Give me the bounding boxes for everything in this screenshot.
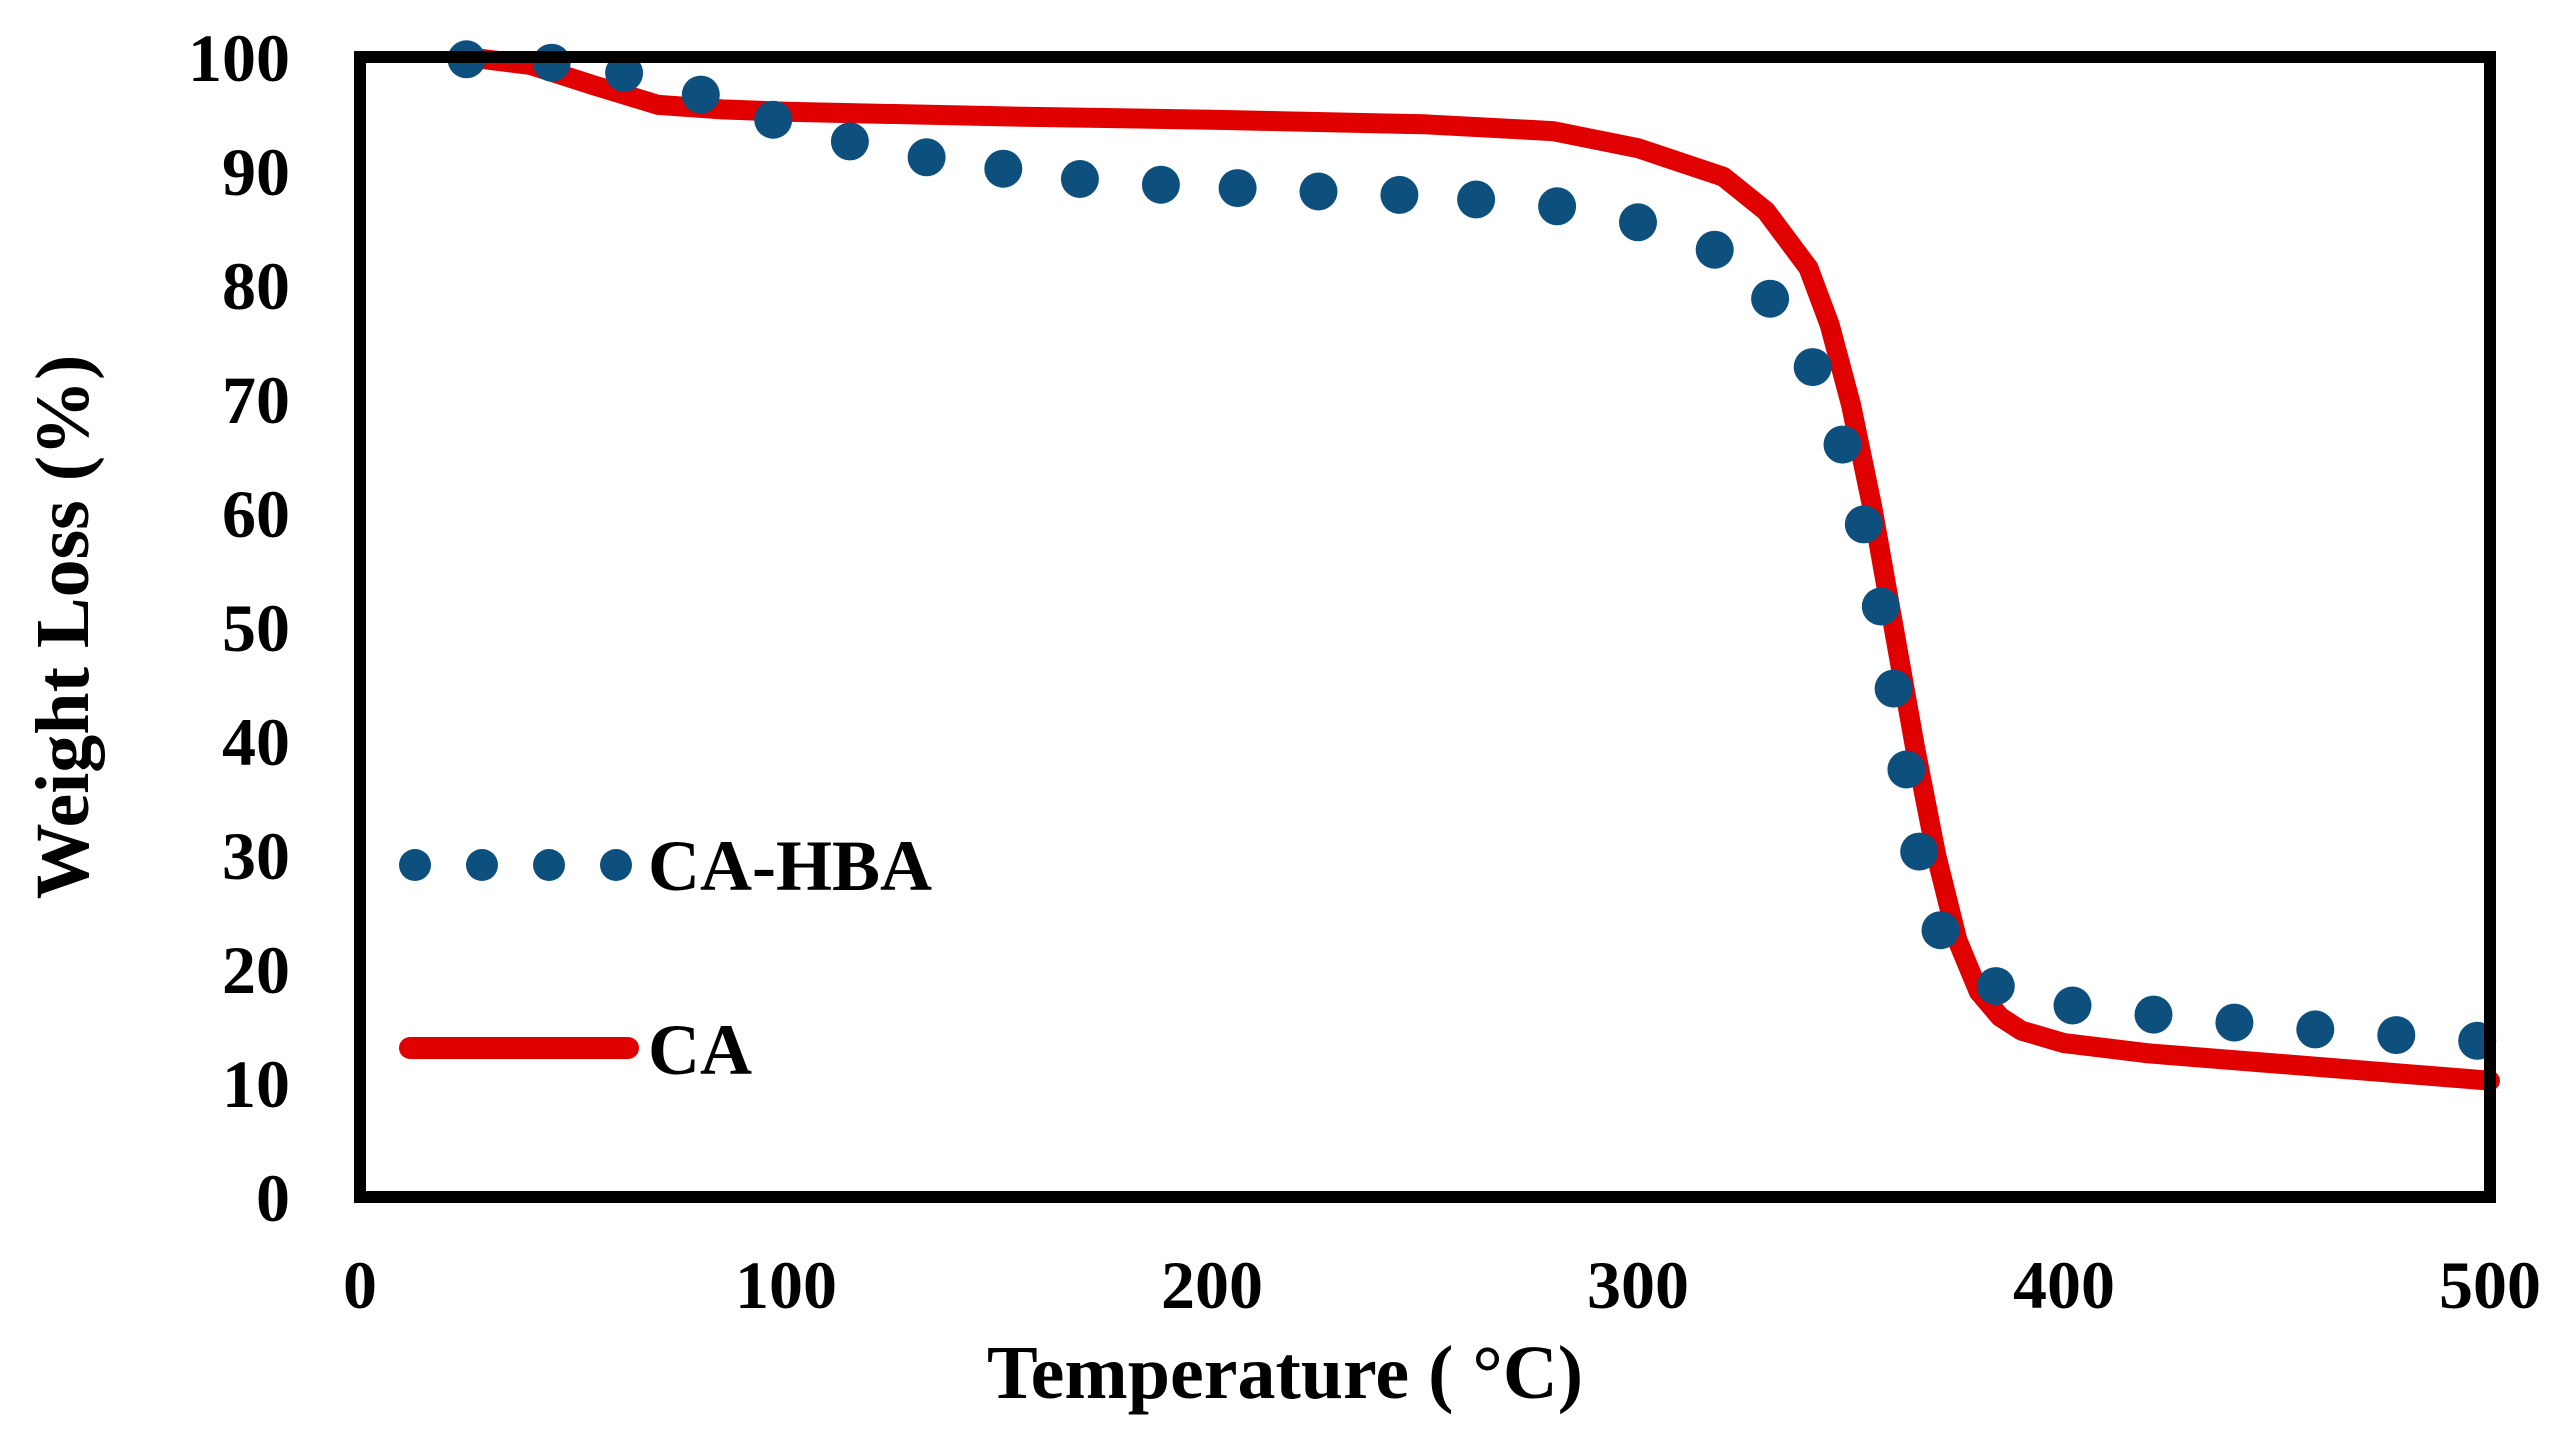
legend-label: CA [648, 1010, 752, 1090]
data-point-ca-hba [605, 54, 644, 92]
y-tick-label: 60 [222, 476, 290, 552]
legend-marker-dot [533, 849, 565, 881]
y-tick-label: 20 [222, 932, 290, 1008]
y-tick-label: 100 [188, 20, 290, 96]
data-point-ca-hba [1060, 160, 1099, 198]
data-point-ca-hba [1976, 967, 2015, 1006]
data-point-ca-hba [2134, 995, 2173, 1034]
data-point-ca-hba [1538, 187, 1577, 226]
data-point-ca-hba [2296, 1010, 2335, 1049]
y-tick-label: 10 [222, 1046, 290, 1122]
data-point-ca-hba [1751, 279, 1790, 318]
x-axis-ticks: 0 100 200 300 400 500 [343, 1247, 2541, 1323]
data-point-ca-hba [681, 75, 720, 114]
data-point-ca-hba [1299, 172, 1338, 211]
data-point-ca-hba [984, 149, 1023, 188]
legend-item-ca-hba: CA-HBA [399, 826, 932, 906]
x-tick-label: 500 [2439, 1247, 2541, 1323]
data-point-ca-hba [1218, 169, 1257, 208]
y-axis-ticks: 0 10 20 30 40 50 60 70 80 90 100 [188, 20, 290, 1236]
data-point-ca-hba [1823, 425, 1862, 464]
y-tick-label: 50 [222, 590, 290, 666]
y-tick-label: 80 [222, 248, 290, 324]
legend-marker-dot [399, 849, 431, 881]
data-point-ca-hba [754, 100, 793, 139]
y-axis-title: Weight Loss (%) [21, 355, 105, 900]
y-tick-label: 90 [222, 134, 290, 210]
data-point-ca-hba [1793, 348, 1832, 387]
x-tick-label: 300 [1587, 1247, 1689, 1323]
legend-marker-dot [466, 849, 498, 881]
plot-area-frame [354, 51, 2496, 1203]
data-point-ca-hba [1921, 911, 1960, 950]
data-point-ca-hba [1900, 832, 1939, 871]
data-point-ca-hba [2377, 1016, 2416, 1055]
data-point-ca-hba [1861, 587, 1900, 626]
data-point-ca-hba [1457, 180, 1496, 219]
data-point-ca-hba [1844, 505, 1883, 544]
legend-label: CA-HBA [648, 826, 932, 906]
legend-marker-dot [600, 849, 632, 881]
y-tick-label: 30 [222, 818, 290, 894]
legend-item-ca: CA [399, 1010, 752, 1090]
y-tick-label: 0 [256, 1160, 290, 1236]
y-tick-label: 40 [222, 704, 290, 780]
x-tick-label: 0 [343, 1247, 377, 1323]
data-point-ca-hba [830, 122, 869, 161]
x-tick-label: 100 [735, 1247, 837, 1323]
series-layer [447, 40, 2500, 1091]
series-line-ca [456, 47, 2500, 1091]
x-tick-label: 200 [1161, 1247, 1263, 1323]
data-point-ca-hba [2215, 1003, 2254, 1042]
data-point-ca-hba [907, 138, 946, 177]
x-tick-label: 400 [2013, 1247, 2115, 1323]
data-point-ca-hba [1695, 230, 1734, 269]
data-point-ca-hba [2053, 986, 2092, 1025]
data-point-ca-hba [1874, 669, 1913, 708]
data-point-ca-hba [1619, 203, 1657, 242]
y-tick-label: 70 [222, 362, 290, 438]
data-point-ca-hba [1141, 165, 1180, 204]
data-point-ca-hba [1380, 175, 1419, 214]
x-axis-title: Temperature ( °C) [987, 1331, 1583, 1415]
legend: CA-HBA CA [399, 826, 932, 1090]
data-point-ca-hba [1887, 750, 1926, 789]
